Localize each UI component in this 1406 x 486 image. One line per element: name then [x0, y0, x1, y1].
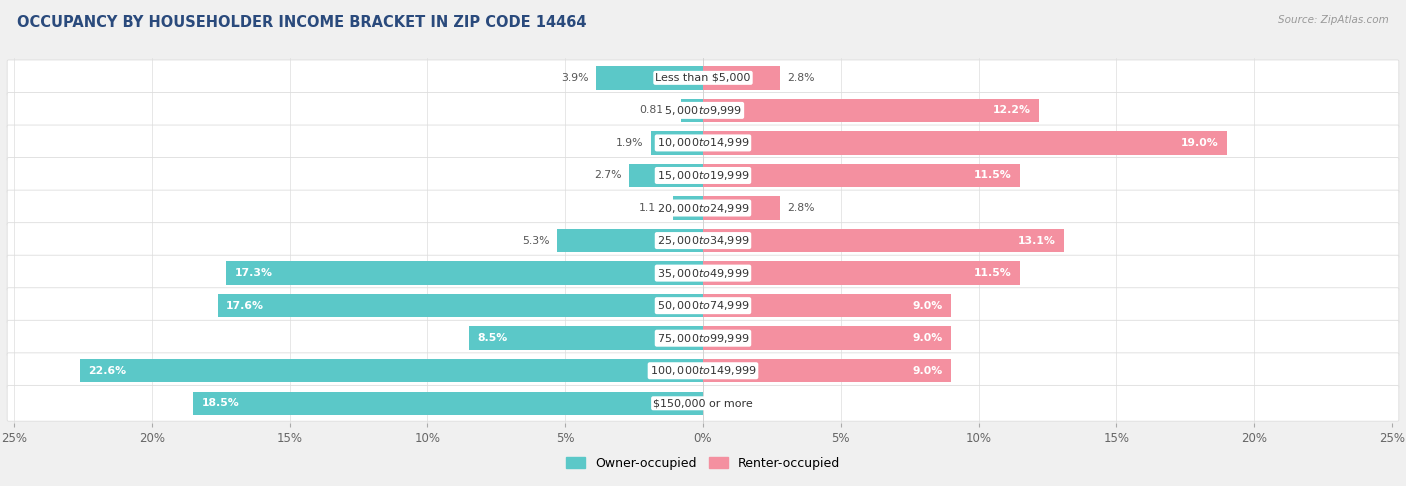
FancyBboxPatch shape: [7, 353, 1399, 389]
Bar: [193, 392, 703, 415]
Text: 19.0%: 19.0%: [1181, 138, 1219, 148]
Bar: [218, 294, 703, 317]
Bar: [703, 196, 780, 220]
Bar: [703, 131, 1226, 155]
Text: $20,000 to $24,999: $20,000 to $24,999: [657, 202, 749, 214]
Bar: [468, 327, 703, 350]
Text: 8.5%: 8.5%: [477, 333, 508, 343]
FancyBboxPatch shape: [7, 190, 1399, 226]
Text: $10,000 to $14,999: $10,000 to $14,999: [657, 137, 749, 149]
Text: 1.1%: 1.1%: [638, 203, 666, 213]
Text: 9.0%: 9.0%: [912, 333, 943, 343]
FancyBboxPatch shape: [7, 255, 1399, 291]
Text: 11.5%: 11.5%: [974, 171, 1012, 180]
FancyBboxPatch shape: [7, 288, 1399, 324]
FancyBboxPatch shape: [7, 385, 1399, 421]
Bar: [703, 261, 1019, 285]
Text: $100,000 to $149,999: $100,000 to $149,999: [650, 364, 756, 377]
FancyBboxPatch shape: [7, 92, 1399, 128]
Text: $15,000 to $19,999: $15,000 to $19,999: [657, 169, 749, 182]
Bar: [596, 66, 703, 89]
Bar: [628, 164, 703, 187]
Text: 18.5%: 18.5%: [201, 399, 239, 408]
Text: 2.7%: 2.7%: [595, 171, 621, 180]
Bar: [226, 261, 703, 285]
Text: 2.8%: 2.8%: [787, 73, 814, 83]
Text: $5,000 to $9,999: $5,000 to $9,999: [664, 104, 742, 117]
Text: 12.2%: 12.2%: [993, 105, 1031, 115]
Text: 11.5%: 11.5%: [974, 268, 1012, 278]
Text: 0.81%: 0.81%: [640, 105, 673, 115]
Bar: [672, 196, 703, 220]
Text: 2.8%: 2.8%: [787, 203, 814, 213]
FancyBboxPatch shape: [7, 125, 1399, 161]
FancyBboxPatch shape: [7, 320, 1399, 356]
FancyBboxPatch shape: [7, 157, 1399, 193]
Bar: [557, 229, 703, 252]
Text: 9.0%: 9.0%: [912, 301, 943, 311]
Text: $50,000 to $74,999: $50,000 to $74,999: [657, 299, 749, 312]
Text: Less than $5,000: Less than $5,000: [655, 73, 751, 83]
Text: 22.6%: 22.6%: [89, 366, 127, 376]
Text: $25,000 to $34,999: $25,000 to $34,999: [657, 234, 749, 247]
Text: 13.1%: 13.1%: [1018, 236, 1056, 245]
Text: 5.3%: 5.3%: [523, 236, 550, 245]
Text: 3.9%: 3.9%: [561, 73, 589, 83]
Bar: [703, 327, 950, 350]
Bar: [703, 66, 780, 89]
Text: 9.0%: 9.0%: [912, 366, 943, 376]
Legend: Owner-occupied, Renter-occupied: Owner-occupied, Renter-occupied: [561, 452, 845, 475]
Text: $75,000 to $99,999: $75,000 to $99,999: [657, 332, 749, 345]
FancyBboxPatch shape: [7, 60, 1399, 96]
Text: Source: ZipAtlas.com: Source: ZipAtlas.com: [1278, 15, 1389, 25]
Text: $35,000 to $49,999: $35,000 to $49,999: [657, 267, 749, 279]
Bar: [703, 99, 1039, 122]
Bar: [703, 229, 1064, 252]
Text: $150,000 or more: $150,000 or more: [654, 399, 752, 408]
Bar: [681, 99, 703, 122]
Text: OCCUPANCY BY HOUSEHOLDER INCOME BRACKET IN ZIP CODE 14464: OCCUPANCY BY HOUSEHOLDER INCOME BRACKET …: [17, 15, 586, 30]
Text: 17.3%: 17.3%: [235, 268, 273, 278]
Text: 1.9%: 1.9%: [616, 138, 644, 148]
Text: 17.6%: 17.6%: [226, 301, 264, 311]
Bar: [703, 164, 1019, 187]
FancyBboxPatch shape: [7, 223, 1399, 259]
Bar: [651, 131, 703, 155]
Bar: [703, 294, 950, 317]
Bar: [703, 359, 950, 382]
Bar: [80, 359, 703, 382]
Text: 0.0%: 0.0%: [710, 399, 738, 408]
